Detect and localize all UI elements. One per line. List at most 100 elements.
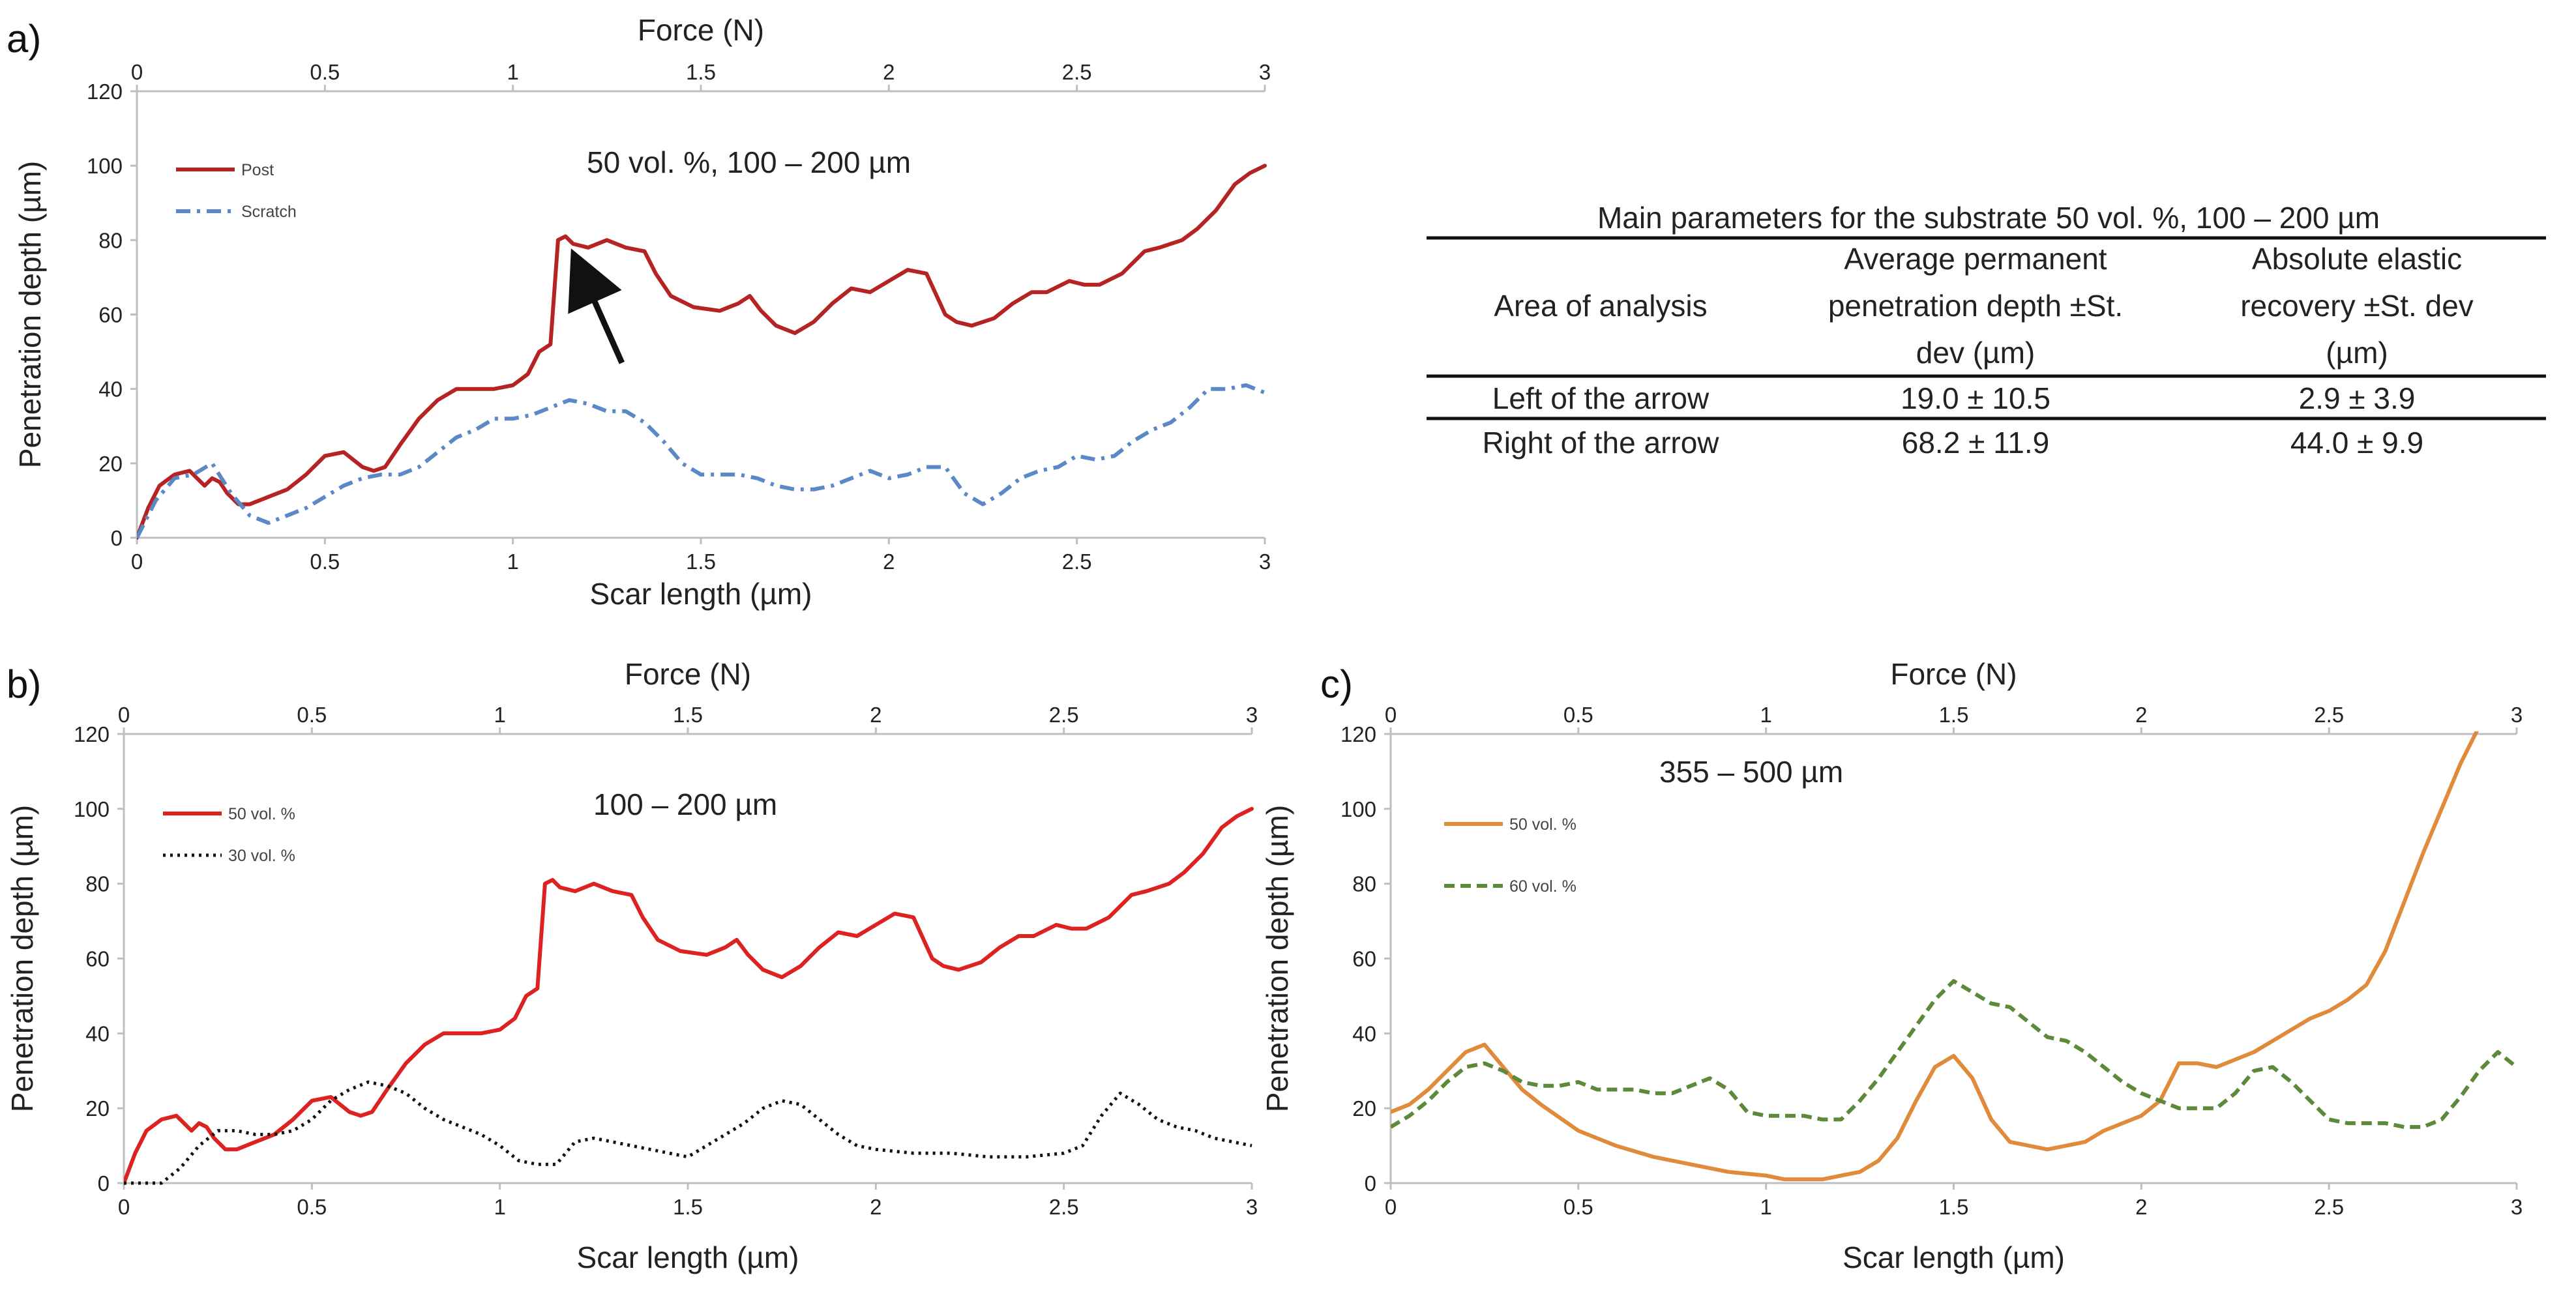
x-tick-label: 1.5 [686, 550, 716, 574]
x-tick-label: 2.5 [1062, 550, 1092, 574]
x2-axis-title: Force (N) [1890, 657, 2017, 691]
y-tick-label: 20 [1352, 1096, 1376, 1121]
y-tick-label: 60 [98, 303, 123, 327]
x2-tick-label: 1.5 [686, 60, 716, 84]
legend-label-post: Post [241, 161, 274, 179]
x2-tick-label: 1 [1760, 703, 1771, 727]
x-tick-label: 1 [494, 1195, 505, 1219]
x2-tick-label: 0 [131, 60, 143, 84]
x2-tick-label: 2.5 [2314, 703, 2344, 727]
x-tick-label: 2.5 [1049, 1195, 1079, 1219]
series-line-60-vol [1391, 979, 2518, 1129]
y-tick-label: 40 [98, 377, 123, 402]
x2-tick-label: 1 [494, 703, 505, 727]
x2-tick-label: 1 [507, 60, 518, 84]
x-tick-label: 1 [507, 550, 518, 574]
legend-label-50-vol: 50 vol. % [1509, 815, 1577, 834]
table-header-permanent-line1: Average permanent [1844, 242, 2107, 276]
panel-letter-a: a) [7, 17, 41, 61]
y-axis-title: Penetration depth (µm) [13, 161, 47, 468]
y-tick-label: 20 [98, 452, 123, 476]
y-tick-label: 120 [1340, 722, 1376, 746]
x-tick-label: 0.5 [1563, 1195, 1593, 1219]
y-tick-label: 0 [111, 526, 123, 550]
y-tick-label: 40 [85, 1021, 110, 1046]
legend-label-50-vol: 50 vol. % [228, 805, 295, 823]
chart-b: 0 0.5 1 1.5 2 2.5 3 0 0.5 1 1.5 2 2.5 3 0 20 40 60 80 100 12… [5, 657, 1258, 1274]
table-header-permanent-line3: dev (µm) [1916, 336, 2035, 370]
x-tick-label: 1.5 [673, 1195, 703, 1219]
table-row2-permanent: 68.2 ± 11.9 [1902, 426, 2049, 460]
parameters-table: Main parameters for the substrate 50 vol… [1427, 201, 2546, 460]
panel-letter-b: b) [7, 662, 41, 706]
table-header-elastic-line2: recovery ±St. dev [2240, 289, 2474, 323]
y-tick-label: 120 [74, 722, 110, 746]
table-row2-area: Right of the arrow [1482, 426, 1719, 460]
table-row1-area: Left of the arrow [1492, 381, 1710, 415]
x-tick-label: 2 [2135, 1195, 2147, 1219]
x2-axis-title: Force (N) [625, 657, 751, 691]
legend-label-30-vol: 30 vol. % [228, 847, 295, 865]
x-tick-label: 3 [1259, 550, 1271, 574]
table-title: Main parameters for the substrate 50 vol… [1597, 201, 2380, 235]
x2-axis-title: Force (N) [638, 13, 764, 47]
series-line-50-vol [1391, 731, 2480, 1182]
arrow-marker [568, 248, 625, 364]
x2-tick-label: 1.5 [1939, 703, 1969, 727]
y-tick-label: 100 [87, 154, 123, 178]
x2-tick-label: 0.5 [297, 703, 327, 727]
table-header-area: Area of analysis [1494, 289, 1707, 323]
x-tick-label: 0 [118, 1195, 130, 1219]
table-row1-elastic: 2.9 ± 3.9 [2299, 381, 2416, 415]
series-line-post [137, 164, 1267, 540]
x2-tick-label: 3 [1246, 703, 1258, 727]
x-tick-label: 3 [1246, 1195, 1258, 1219]
x2-tick-label: 3 [1259, 60, 1271, 84]
x-tick-label: 0.5 [297, 1195, 327, 1219]
series-line-50-vol [124, 806, 1254, 1185]
chart-annotation: 355 – 500 µm [1659, 755, 1843, 789]
x-tick-label: 3 [2511, 1195, 2523, 1219]
series-line-30-vol [124, 1080, 1252, 1185]
x-tick-label: 1.5 [1939, 1195, 1969, 1219]
y-tick-label: 60 [85, 947, 110, 971]
x2-tick-label: 1.5 [673, 703, 703, 727]
y-axis-title: Penetration depth (µm) [1260, 805, 1294, 1112]
x-tick-label: 2 [883, 550, 895, 574]
x-tick-label: 2 [870, 1195, 881, 1219]
y-tick-label: 0 [1365, 1171, 1376, 1195]
legend-label-60-vol: 60 vol. % [1509, 877, 1577, 896]
x2-tick-label: 0 [1385, 703, 1397, 727]
table-row2-elastic: 44.0 ± 9.9 [2290, 426, 2423, 460]
table-row1-permanent: 19.0 ± 10.5 [1901, 381, 2050, 415]
x2-tick-label: 3 [2511, 703, 2523, 727]
x2-tick-label: 0 [118, 703, 130, 727]
panel-letter-c: c) [1320, 662, 1353, 706]
x-axis-title: Scar length (µm) [1843, 1240, 2065, 1274]
chart-annotation: 100 – 200 µm [593, 787, 777, 821]
x2-tick-label: 0.5 [1563, 703, 1593, 727]
y-tick-label: 0 [98, 1171, 110, 1195]
x-tick-label: 0.5 [310, 550, 340, 574]
y-axis-title: Penetration depth (µm) [5, 805, 39, 1112]
series-line-scratch [137, 383, 1266, 539]
y-tick-label: 100 [1340, 797, 1376, 821]
legend-label-scratch: Scratch [241, 203, 297, 221]
y-tick-label: 120 [87, 80, 123, 104]
x-axis-title: Scar length (µm) [577, 1240, 799, 1274]
x2-tick-label: 2 [870, 703, 881, 727]
x2-tick-label: 2 [2135, 703, 2147, 727]
chart-c: 0 0.5 1 1.5 2 2.5 3 0 0.5 1 1.5 2 2.5 3 0 20 40 60 80 100 12… [1260, 657, 2523, 1274]
x-tick-label: 0 [131, 550, 143, 574]
y-tick-label: 80 [85, 872, 110, 896]
y-tick-label: 80 [98, 228, 123, 252]
chart-annotation: 50 vol. %, 100 – 200 µm [587, 145, 911, 179]
table-header-elastic-line1: Absolute elastic [2252, 242, 2462, 276]
y-tick-label: 80 [1352, 872, 1376, 896]
y-tick-label: 20 [85, 1096, 110, 1121]
chart-a: 0 0.5 1 1.5 2 2.5 3 0 0.5 1 1.5 2 2.5 3 0 20 40 60 80 100 12… [13, 13, 1271, 611]
x-tick-label: 0 [1385, 1195, 1397, 1219]
x2-tick-label: 2 [883, 60, 895, 84]
y-tick-label: 100 [74, 797, 110, 821]
